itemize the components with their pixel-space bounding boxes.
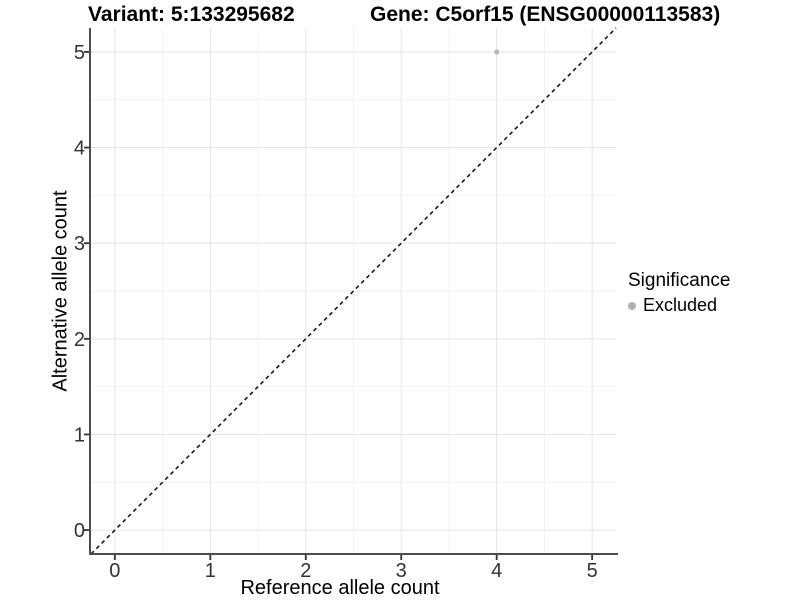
data-point (494, 49, 500, 55)
x-tick-label: 4 (491, 560, 502, 582)
identity-line (90, 27, 617, 555)
y-tick-label: 4 (74, 138, 85, 160)
legend-title: Significance (628, 270, 731, 291)
y-tick-label: 2 (74, 329, 85, 351)
plot-title-variant: Variant: 5:133295682 (88, 3, 295, 26)
legend-point-icon (628, 301, 636, 310)
y-tick-label: 1 (74, 424, 85, 446)
x-axis-title: Reference allele count (240, 577, 440, 599)
y-tick-label: 3 (74, 233, 85, 255)
x-tick-label: 3 (396, 560, 407, 582)
y-axis-title: Alternative allele count (49, 190, 72, 392)
x-tick-label: 1 (205, 560, 216, 582)
y-tick-label: 5 (74, 42, 85, 64)
legend-item-label: Excluded (643, 295, 718, 315)
plot-title-gene: Gene: C5orf15 (ENSG00000113583) (370, 3, 721, 26)
x-tick-label: 2 (300, 560, 311, 582)
legend: Significance Excluded (628, 270, 730, 316)
x-tick-label: 5 (587, 560, 598, 582)
y-tick-label: 0 (74, 520, 85, 542)
x-tick-label: 0 (109, 560, 120, 582)
legend-item-excluded: Excluded (628, 295, 730, 316)
